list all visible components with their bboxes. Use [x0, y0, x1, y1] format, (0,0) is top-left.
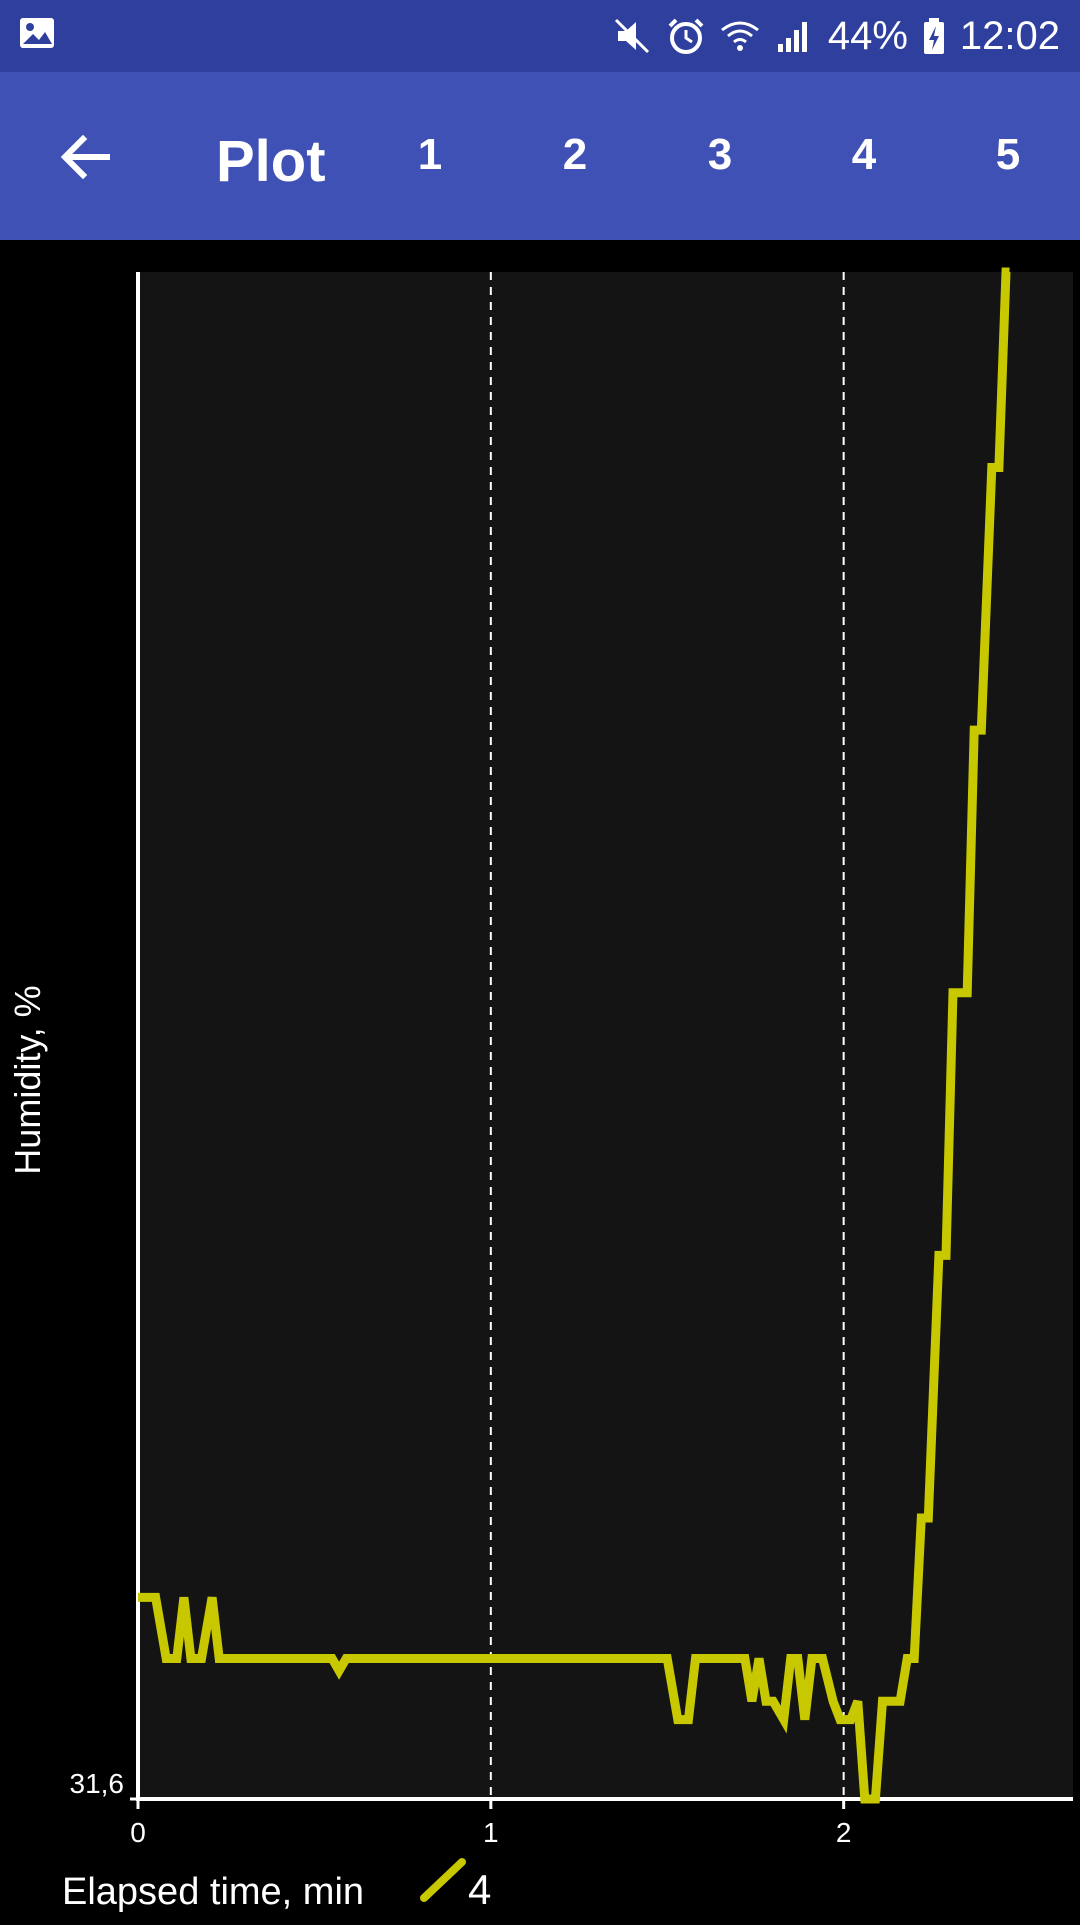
x-axis-label: Elapsed time, min	[62, 1871, 364, 1913]
wifi-icon	[720, 16, 760, 56]
x-tick-label: 2	[836, 1817, 852, 1848]
battery-percent: 44%	[827, 13, 908, 58]
legend-swatch	[420, 1858, 466, 1902]
arrow-left-icon	[60, 134, 110, 180]
status-time: 12:02	[959, 13, 1060, 58]
gallery-icon	[18, 14, 58, 59]
x-tick-label: 0	[130, 1817, 146, 1848]
y-tick-label: 31,6	[70, 1768, 125, 1799]
app-bar: Plot 1 2 3 4 5	[0, 72, 1080, 240]
mute-icon	[612, 16, 652, 56]
x-tick-label: 1	[483, 1817, 499, 1848]
legend: 4	[420, 1858, 491, 1913]
series-line	[138, 267, 1011, 1804]
tab-3[interactable]: 3	[707, 130, 733, 179]
status-bar: 44% 12:02	[0, 0, 1080, 72]
alarm-icon	[666, 16, 706, 56]
tab-1[interactable]: 1	[417, 130, 443, 179]
chart-area: 0 1 2 31,6 Humidity, % Elapsed time, min 4	[0, 240, 1080, 1920]
page-title: Plot	[216, 129, 326, 194]
back-button[interactable]	[50, 122, 120, 192]
y-axis-label: Humidity, %	[7, 985, 48, 1174]
tab-4[interactable]: 4	[851, 130, 877, 179]
battery-charging-icon	[922, 16, 946, 56]
tab-2[interactable]: 2	[562, 130, 588, 179]
signal-icon	[774, 16, 814, 56]
humidity-chart: 0 1 2 31,6 Humidity, % Elapsed time, min 4	[7, 267, 1073, 1913]
plot-background	[137, 272, 1073, 1799]
tab-5[interactable]: 5	[995, 130, 1021, 179]
legend-label: 4	[468, 1866, 491, 1913]
